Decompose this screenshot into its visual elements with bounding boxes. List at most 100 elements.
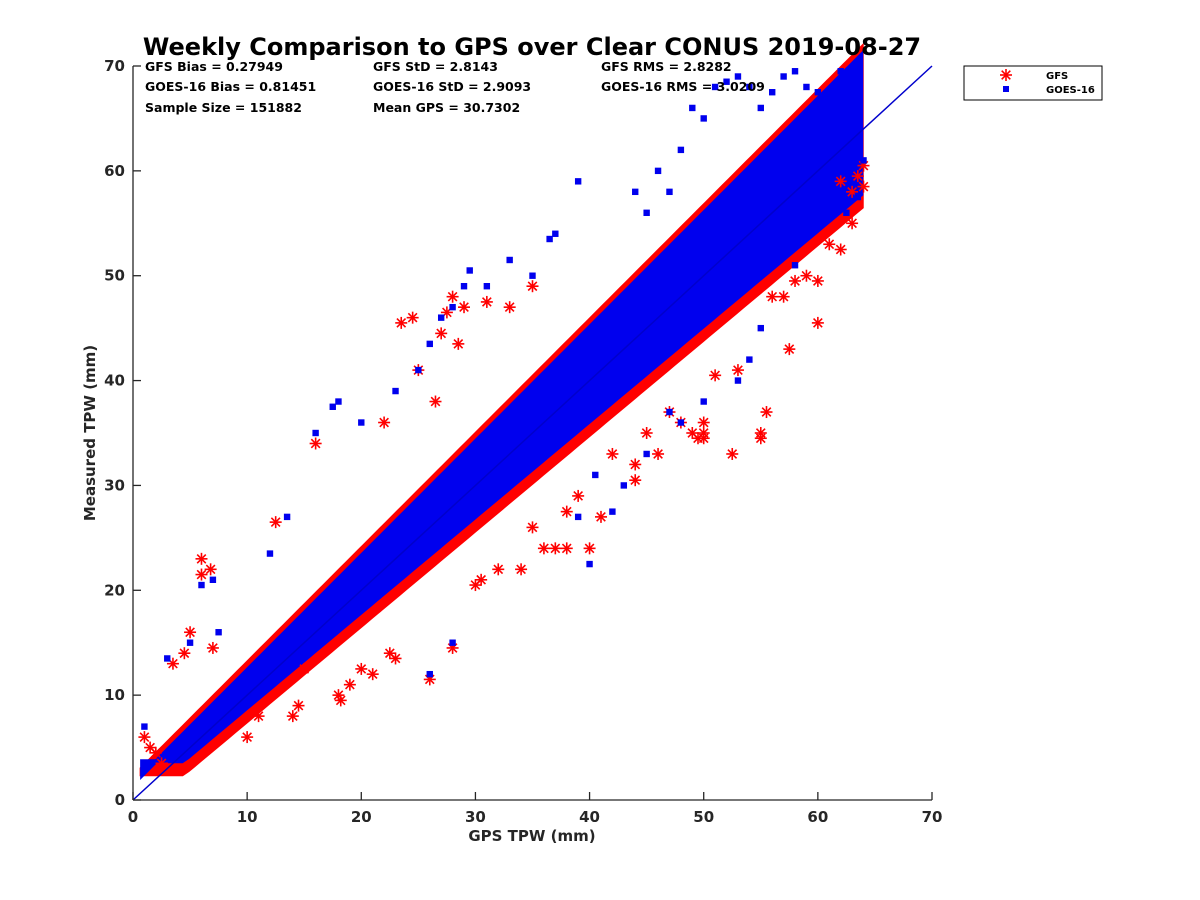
gfs-point [851, 170, 864, 183]
goes-point [848, 104, 856, 112]
goes-point [666, 188, 673, 196]
gfs-point [640, 427, 653, 439]
y-tick-label: 40 [104, 372, 125, 390]
goes-point [700, 115, 707, 122]
goes-point [803, 83, 810, 91]
y-tick-label: 70 [104, 57, 125, 75]
goes-point [643, 209, 650, 216]
gfs-point [811, 316, 824, 329]
legend-label-goes: GOES-16 [1046, 85, 1095, 96]
gfs-point [572, 489, 585, 502]
gfs-point [583, 542, 596, 555]
goes-point [283, 513, 291, 521]
goes-point [586, 560, 593, 568]
gfs-point [560, 505, 573, 518]
goes-point [791, 68, 799, 75]
stat-gfs-std: GFS StD = 2.8143 [373, 59, 498, 74]
y-tick-label: 50 [104, 267, 125, 285]
goes-point [506, 256, 513, 264]
x-axis-label: GPS TPW (mm) [468, 827, 595, 845]
gfs-point [811, 274, 824, 287]
goes-point [609, 508, 616, 515]
goes-point [734, 73, 742, 80]
gfs-point [395, 316, 408, 329]
x-tick-label: 10 [237, 808, 258, 826]
gfs-point [241, 731, 254, 744]
gfs-point [560, 542, 573, 555]
chart-title: Weekly Comparison to GPS over Clear CONU… [143, 33, 921, 61]
goes-point [666, 408, 673, 416]
gfs-point [292, 699, 305, 712]
goes-point [826, 214, 833, 222]
goes-point [415, 366, 422, 374]
goes-point [546, 235, 553, 243]
gfs-point [731, 364, 744, 377]
goes-point [426, 670, 433, 678]
gfs-point [834, 243, 847, 256]
gfs-point [389, 652, 402, 665]
goes-point [860, 157, 867, 164]
goes-point [141, 723, 148, 730]
gfs-point [777, 290, 790, 303]
x-tick-label: 30 [465, 808, 486, 826]
gfs-point [298, 662, 311, 675]
y-tick-label: 20 [104, 581, 125, 599]
legend: GFS GOES-16 [963, 65, 1103, 101]
goes-point [814, 89, 822, 96]
x-tick-label: 60 [807, 808, 828, 826]
gfs-point [343, 678, 356, 691]
goes-point [854, 193, 862, 201]
goes-point [449, 639, 456, 646]
goes-point [574, 513, 582, 521]
gfs-point [309, 437, 322, 450]
goes-point [266, 550, 274, 557]
goes-point [483, 283, 491, 290]
gfs-point [766, 290, 779, 303]
gfs-point [149, 746, 162, 759]
gfs-point [480, 295, 493, 308]
gfs-point [789, 274, 802, 287]
goes-point [780, 73, 787, 80]
goes-point [837, 68, 844, 75]
goes-point [329, 403, 336, 410]
gfs-point [269, 516, 282, 529]
axis-ticks: 0 10 20 30 40 50 60 70 0 10 20 30 40 50 60 70 [104, 57, 942, 826]
gfs-point [526, 521, 539, 534]
goes-point [711, 83, 719, 91]
goes-point [592, 471, 599, 479]
gfs-point [184, 626, 197, 639]
gfs-point [378, 416, 391, 429]
y-tick-label: 10 [104, 686, 125, 704]
gfs-point [726, 447, 739, 460]
y-axis-label: Measured TPW (mm) [81, 345, 99, 521]
goes-point [757, 324, 764, 332]
gfs-point [178, 647, 191, 660]
gfs-point [252, 710, 265, 723]
gfs-point [629, 474, 642, 487]
gfs-point [452, 337, 465, 350]
stat-sample-size: Sample Size = 151882 [145, 100, 302, 115]
goes-point [312, 429, 319, 437]
stat-mean-gps: Mean GPS = 30.7302 [373, 100, 520, 115]
x-tick-label: 70 [922, 808, 943, 826]
goes-point [426, 340, 433, 348]
point-cloud [139, 42, 864, 780]
gfs-point [435, 327, 448, 340]
goes-point [358, 419, 365, 426]
goes-point [632, 188, 639, 196]
gfs-point [334, 694, 347, 707]
x-tick-label: 20 [351, 808, 372, 826]
stat-gfs-bias: GFS Bias = 0.27949 [145, 59, 283, 74]
goes-point [746, 83, 753, 91]
gfs-point [138, 731, 151, 744]
legend-goes-marker [1003, 86, 1009, 92]
goes-point [335, 398, 342, 405]
legend-box [963, 65, 1103, 101]
x-tick-label: 50 [693, 808, 714, 826]
goes-point [723, 78, 730, 85]
x-tick-label: 0 [128, 808, 138, 826]
stat-goes-std: GOES-16 StD = 2.9093 [373, 79, 531, 94]
gfs-point [355, 662, 368, 675]
y-tick-label: 0 [115, 791, 125, 809]
